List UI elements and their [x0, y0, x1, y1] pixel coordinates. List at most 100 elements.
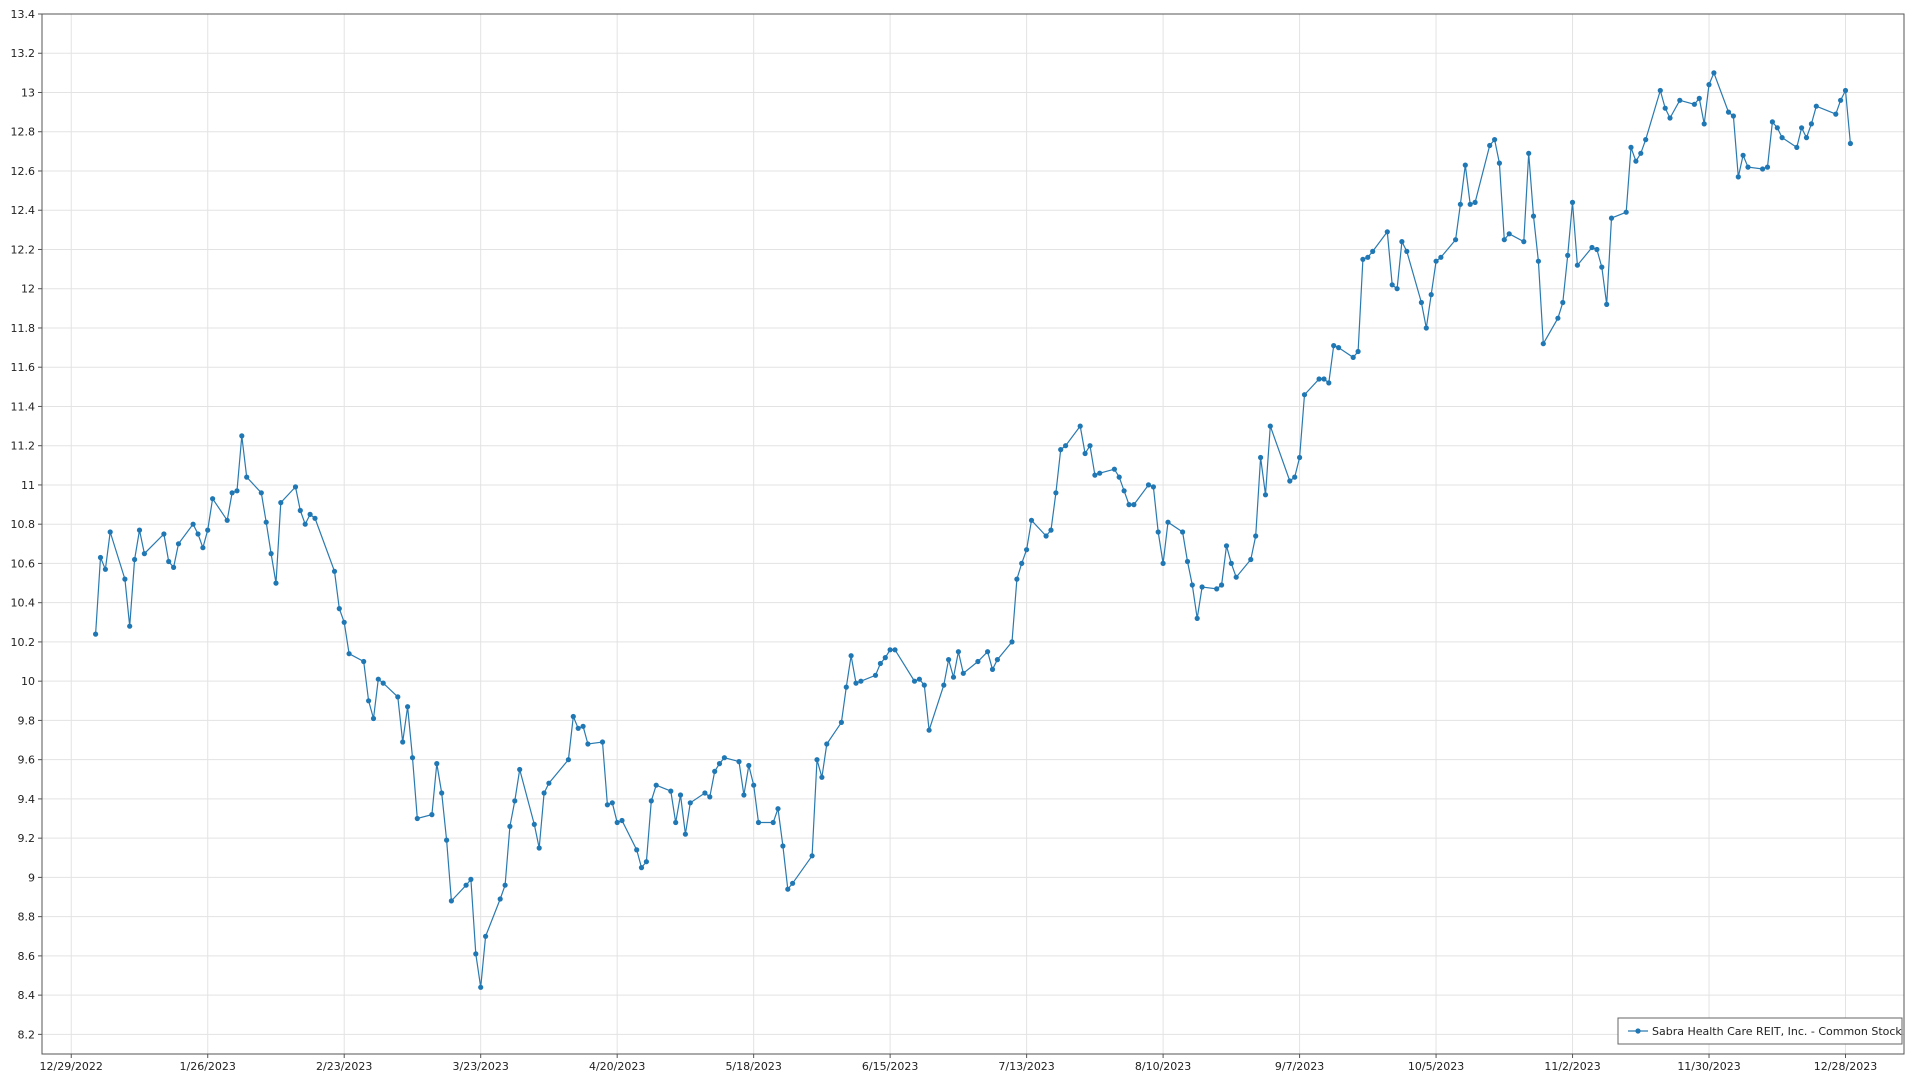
data-point [380, 680, 386, 686]
data-point [127, 623, 133, 629]
data-point [950, 674, 957, 680]
data-point [775, 806, 781, 812]
data-point [1813, 103, 1819, 109]
data-point [1389, 282, 1395, 288]
y-tick-label: 12.4 [11, 204, 36, 217]
data-point [268, 551, 274, 557]
data-point [1847, 140, 1853, 147]
data-point [1760, 166, 1766, 172]
data-point [1350, 354, 1356, 360]
data-point [975, 658, 981, 665]
y-tick-label: 8.6 [18, 950, 36, 963]
data-point [1808, 121, 1814, 127]
data-point [570, 713, 576, 720]
data-point [517, 766, 523, 773]
y-tick-label: 11.2 [11, 440, 36, 453]
data-point [395, 694, 401, 700]
y-tick-label: 10.4 [11, 597, 36, 610]
data-point [1555, 315, 1561, 321]
data-point [414, 815, 420, 822]
y-tick-label: 9.4 [18, 793, 36, 806]
data-point [200, 545, 206, 551]
data-point [638, 865, 645, 871]
data-point [858, 678, 864, 684]
data-point [1574, 262, 1580, 268]
data-point [1701, 121, 1707, 127]
y-tick-label: 11 [21, 479, 35, 492]
data-point [444, 837, 450, 843]
data-point [985, 649, 991, 655]
data-point [746, 762, 752, 769]
data-point [141, 551, 147, 557]
data-point [604, 802, 611, 808]
data-point [780, 843, 786, 849]
data-point [132, 556, 138, 563]
data-point [1321, 376, 1327, 382]
data-point [1594, 246, 1600, 253]
data-point [502, 882, 508, 888]
data-point [107, 529, 113, 535]
data-point [960, 670, 966, 676]
data-point [302, 521, 308, 527]
y-tick-label: 8.8 [18, 911, 36, 924]
data-point [677, 792, 684, 798]
data-point [434, 761, 440, 767]
data-point [1740, 152, 1746, 158]
data-point [1521, 239, 1527, 245]
data-point [1336, 345, 1342, 351]
data-point [1530, 213, 1537, 219]
y-tick-label: 10.6 [11, 557, 36, 570]
data-point [1121, 488, 1127, 494]
data-point [1725, 109, 1732, 115]
legend: Sabra Health Care REIT, Inc. - Common St… [1617, 1017, 1903, 1045]
data-point [1126, 502, 1132, 508]
data-point [1370, 248, 1376, 254]
legend-label: Sabra Health Care REIT, Inc. - Common St… [1652, 1025, 1902, 1038]
data-point [1331, 343, 1337, 349]
data-point [955, 649, 962, 655]
data-point [941, 682, 947, 688]
data-point [1014, 576, 1020, 582]
grid [42, 13, 1904, 1054]
x-tick-label: 9/7/2023 [1275, 1060, 1324, 1073]
data-point [439, 790, 445, 796]
data-point [409, 755, 416, 761]
data-point [297, 507, 303, 514]
series-line [95, 71, 1851, 988]
y-tick-label: 11.6 [11, 361, 36, 374]
x-tick-label: 10/5/2023 [1408, 1060, 1464, 1073]
data-point [643, 859, 650, 865]
data-point [1058, 447, 1064, 453]
data-point [483, 933, 489, 939]
data-point [507, 823, 513, 830]
y-tick-label: 10 [21, 675, 35, 688]
data-point [273, 580, 279, 586]
data-point [400, 739, 406, 745]
data-point [234, 488, 240, 494]
y-tick-label: 8.4 [18, 989, 36, 1002]
data-point [278, 500, 284, 506]
data-point [1111, 466, 1117, 472]
data-point [336, 606, 342, 612]
data-point [1842, 87, 1849, 94]
data-point [848, 653, 854, 659]
data-point [575, 725, 581, 731]
data-point [405, 704, 411, 710]
data-point [673, 819, 679, 826]
data-point [497, 896, 503, 902]
data-point [195, 531, 201, 537]
data-point [1180, 529, 1186, 535]
data-point [682, 831, 689, 837]
data-point [716, 761, 723, 767]
data-point [599, 739, 606, 745]
y-tick-label: 12 [21, 283, 35, 296]
data-point [1145, 482, 1152, 488]
data-point [122, 576, 128, 582]
data-point [911, 678, 918, 684]
data-point [1604, 301, 1610, 307]
data-point [994, 657, 1001, 663]
data-point [809, 853, 815, 859]
data-point [1048, 527, 1054, 533]
data-point [1214, 586, 1220, 592]
